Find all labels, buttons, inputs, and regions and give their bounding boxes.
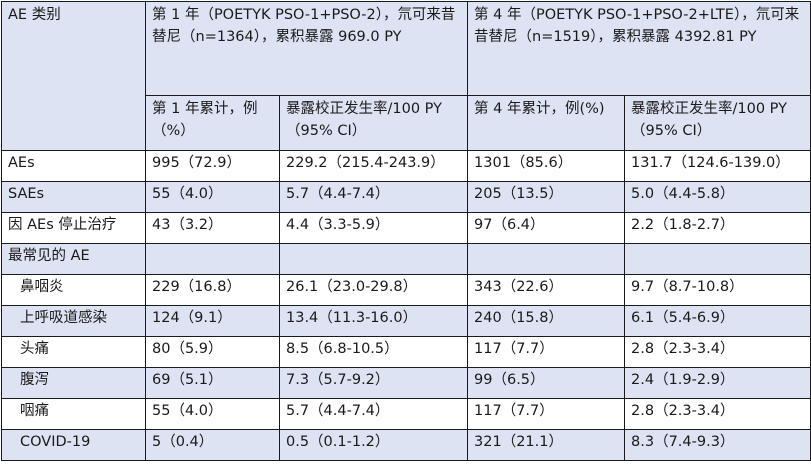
table-cell: 5（0.4） [145,429,280,461]
table-cell: 97（6.4） [467,212,626,244]
table-cell: 43（3.2） [145,212,280,244]
table-cell: 4.4（3.3-5.9） [278,212,469,244]
table-cell: 229（16.8） [145,274,280,306]
table-cell: 13.4（11.3-16.0） [278,305,469,337]
table-cell: 124（9.1） [145,305,280,337]
table-cell: 69（5.1） [145,367,280,399]
row-label: 腹泻 [1,367,146,399]
table-cell: 995（72.9） [145,150,280,182]
group1-header: 第 1 年（POETYK PSO-1+PSO-2），氘可来昔替尼（n=1364）… [144,1,469,96]
table-row: 咽痛 55（4.0） 5.7（4.4-7.4） 117（7.7） 2.8（2.3… [1,398,811,430]
table-cell: 240（15.8） [467,305,626,337]
table-cell: 80（5.9） [145,336,280,368]
row-label: 鼻咽炎 [1,274,146,306]
table-cell: 117（7.7） [467,398,626,430]
empty-cell [624,243,811,275]
table-cell: 2.8（2.3-3.4） [624,398,811,430]
table-cell: 5.7（4.4-7.4） [278,398,469,430]
table-cell: 9.7（8.7-10.8） [624,274,811,306]
row-label: COVID-19 [1,429,146,461]
table-cell: 8.3（7.4-9.3） [624,429,811,461]
table-cell: 5.0（4.4-5.8） [624,181,811,213]
table-cell: 55（4.0） [145,181,280,213]
table-row: 腹泻 69（5.1） 7.3（5.7-9.2） 99（6.5） 2.4（1.9-… [1,367,811,399]
table-cell: 229.2（215.4-243.9） [278,150,469,182]
table-cell: 117（7.7） [467,336,626,368]
table-cell: 2.8（2.3-3.4） [624,336,811,368]
section-row-common-ae: 最常见的 AE [1,243,811,275]
empty-cell [467,243,626,275]
table-cell: 321（21.1） [467,429,626,461]
table-row: 上呼吸道感染 124（9.1） 13.4（11.3-16.0） 240（15.8… [1,305,811,337]
table-row: 因 AEs 停止治疗 43（3.2） 4.4（3.3-5.9） 97（6.4） … [1,212,811,244]
table-row: 鼻咽炎 229（16.8） 26.1（23.0-29.8） 343（22.6） … [1,274,811,306]
sub-header-year4-rate: 暴露校正发生率/100 PY（95% CI） [624,95,811,151]
table-cell: 2.2（1.8-2.7） [624,212,811,244]
empty-cell [145,243,280,275]
table-cell: 0.5（0.1-1.2） [278,429,469,461]
table-cell: 131.7（124.6-139.0） [624,150,811,182]
row-label: 上呼吸道感染 [1,305,146,337]
row-label: SAEs [1,181,146,213]
table-cell: 343（22.6） [467,274,626,306]
table-cell: 55（4.0） [145,398,280,430]
header-row-groups: AE 类别 第 1 年（POETYK PSO-1+PSO-2），氘可来昔替尼（n… [1,1,811,151]
group2-header: 第 4 年（POETYK PSO-1+PSO-2+LTE），氘可来昔替尼（n=1… [467,1,811,96]
table-cell: 205（13.5） [467,181,626,213]
corner-header: AE 类别 [1,1,146,151]
header-row-sub: 第 1 年累计，例（%） 暴露校正发生率/100 PY（95% CI） 第 4 … [2,95,811,151]
table-cell: 8.5（6.8-10.5） [278,336,469,368]
sub-header-year1-rate: 暴露校正发生率/100 PY（95% CI） [278,95,469,151]
table-cell: 2.4（1.9-2.9） [624,367,811,399]
section-label: 最常见的 AE [1,243,146,275]
table-row: 头痛 80（5.9） 8.5（6.8-10.5） 117（7.7） 2.8（2.… [1,336,811,368]
table-row: COVID-19 5（0.4） 0.5（0.1-1.2） 321（21.1） 8… [1,429,811,461]
sub-header-year1-count: 第 1 年累计，例（%） [145,95,280,151]
row-label: AEs [1,150,146,182]
table-cell: 1301（85.6） [467,150,626,182]
table-cell: 99（6.5） [467,367,626,399]
row-label: 咽痛 [1,398,146,430]
table-cell: 26.1（23.0-29.8） [278,274,469,306]
table-cell: 7.3（5.7-9.2） [278,367,469,399]
table-cell: 6.1（5.4-6.9） [624,305,811,337]
empty-cell [278,243,469,275]
ae-table: AE 类别 第 1 年（POETYK PSO-1+PSO-2），氘可来昔替尼（n… [1,1,811,461]
table-row: SAEs 55（4.0） 5.7（4.4-7.4） 205（13.5） 5.0（… [1,181,811,213]
sub-header-year4-count: 第 4 年累计，例(%) [467,95,626,151]
row-label: 头痛 [1,336,146,368]
table-row: AEs 995（72.9） 229.2（215.4-243.9） 1301（85… [1,150,811,182]
table-cell: 5.7（4.4-7.4） [278,181,469,213]
row-label: 因 AEs 停止治疗 [1,212,146,244]
